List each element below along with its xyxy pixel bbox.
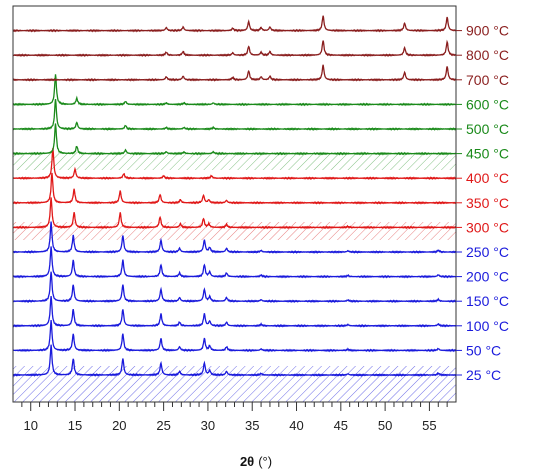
x-axis-title: 2θ (°)	[240, 454, 272, 469]
trace-400c	[12, 147, 457, 181]
hatch-region-mid	[13, 222, 456, 240]
trace-900c	[12, 15, 457, 33]
temperature-label: 300 °C	[466, 219, 509, 235]
temperature-label: 700 °C	[466, 72, 509, 88]
trace-150c	[12, 271, 457, 304]
temperature-label: 350 °C	[466, 195, 509, 211]
temperature-label: 100 °C	[466, 318, 509, 334]
x-tick-label: 30	[201, 418, 215, 433]
x-tick-label: 20	[112, 418, 126, 433]
trace-350c	[12, 172, 457, 205]
pattern-traces	[12, 15, 457, 377]
hatch-region-low	[13, 366, 456, 402]
x-tick-label: 55	[422, 418, 436, 433]
temperature-label: 900 °C	[466, 23, 509, 39]
temperature-labels: 25 °C 50 °C 100 °C 150 °C 200 °C 250 °C 300 °C…	[456, 23, 509, 383]
trace-450c	[12, 123, 457, 156]
trace-800c	[13, 39, 457, 58]
trace-300c	[12, 197, 457, 230]
temperature-label: 500 °C	[466, 121, 509, 137]
trace-200c	[12, 246, 457, 279]
trace-100c	[12, 296, 457, 328]
trace-600c	[12, 74, 457, 107]
temperature-label: 250 °C	[466, 244, 509, 260]
temperature-label: 800 °C	[466, 47, 509, 63]
trace-500c	[12, 99, 457, 131]
x-axis-unit: (°)	[258, 454, 272, 469]
temperature-label: 150 °C	[466, 293, 509, 309]
trace-50c	[12, 319, 457, 353]
phase-hatch-regions	[13, 152, 456, 402]
x-tick-label: 45	[334, 418, 348, 433]
x-axis-symbol: 2θ	[240, 454, 254, 469]
trace-25c	[12, 344, 457, 377]
hatch-region-high	[13, 152, 456, 170]
x-tick-label: 50	[378, 418, 392, 433]
temperature-label: 450 °C	[466, 146, 509, 162]
temperature-label: 25 °C	[466, 367, 501, 383]
temperature-label: 400 °C	[466, 170, 509, 186]
x-tick-label: 25	[156, 418, 170, 433]
trace-250c	[12, 221, 457, 254]
x-axis: 10 15 20 25 30 35 40 45 50 55	[21, 402, 448, 433]
x-tick-label: 35	[245, 418, 259, 433]
trace-700c	[12, 64, 457, 82]
temperature-label: 600 °C	[466, 96, 509, 112]
temperature-label: 50 °C	[466, 342, 501, 358]
temperature-label: 200 °C	[466, 269, 509, 285]
x-tick-label: 15	[68, 418, 82, 433]
x-tick-label: 10	[23, 418, 37, 433]
x-tick-label: 40	[289, 418, 303, 433]
